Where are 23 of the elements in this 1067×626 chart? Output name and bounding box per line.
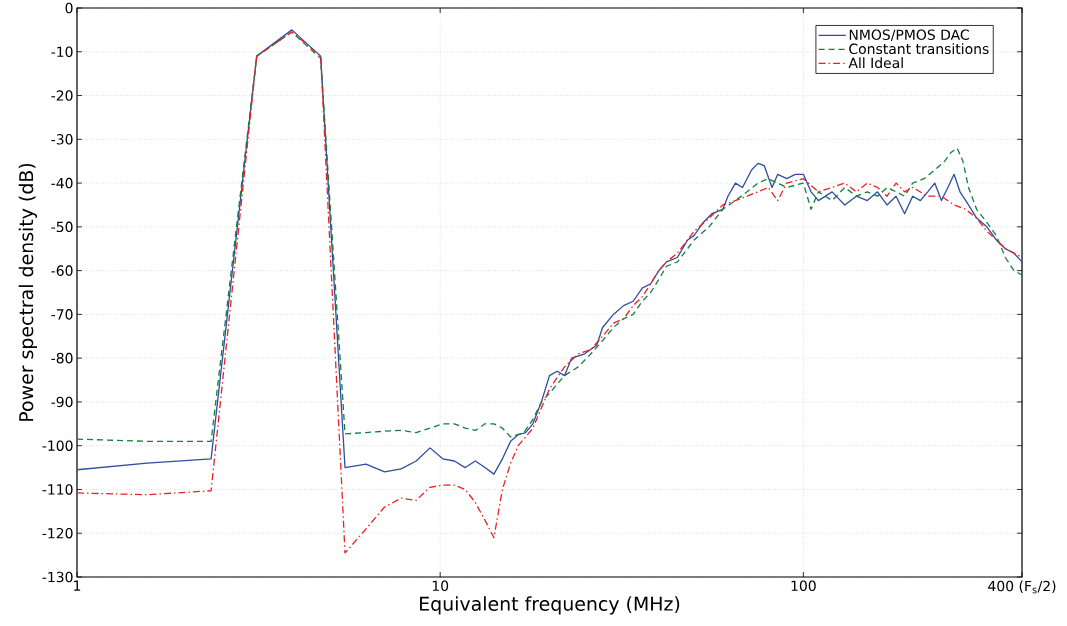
y-tick-label: -50 (51, 221, 73, 233)
x-tick-label: 400 (F$_{s}$/2) (988, 580, 1056, 594)
y-tick-label: -70 (51, 309, 73, 320)
legend-label: All Ideal (848, 57, 903, 69)
x-tick-label: 1 (74, 580, 81, 591)
y-tick-label: -90 (51, 396, 73, 408)
y-tick-label: -20 (51, 90, 73, 101)
y-tick-label: -120 (42, 527, 73, 539)
y-tick-label: -100 (42, 440, 73, 451)
y-tick-label: -40 (51, 177, 73, 189)
y-tick-label: -80 (51, 352, 73, 364)
y-tick-label: -60 (51, 265, 73, 276)
y-tick-label: 0 (65, 2, 73, 14)
y-axis-title: Power spectral density (dB) (18, 163, 37, 421)
legend-label: Constant transitions (849, 43, 989, 55)
x-tick-label: 100 (791, 580, 816, 592)
x-tick-label: 10 (432, 580, 449, 592)
legend-label: NMOS/PMOS DAC (849, 29, 969, 42)
x-axis-title: Equivalent frequency (MHz) (420, 596, 680, 615)
y-tick-label: -30 (51, 134, 73, 145)
y-tick-label: -10 (51, 46, 73, 58)
y-tick-label: -110 (42, 484, 73, 495)
y-tick-label: -130 (42, 571, 73, 583)
